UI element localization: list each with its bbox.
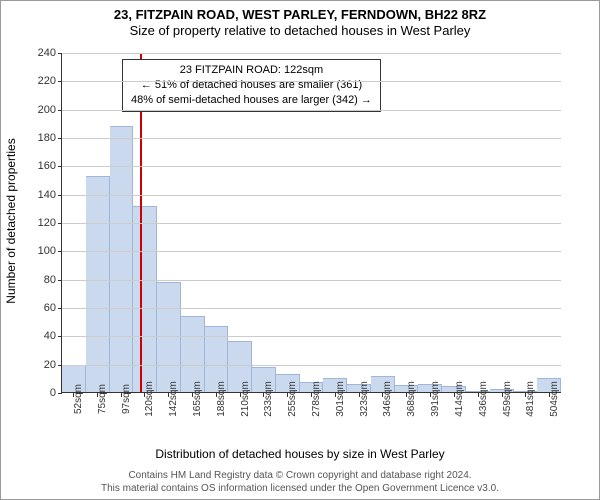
y-tick-label: 160 <box>38 160 56 172</box>
x-tick-label: 97sqm <box>121 384 132 414</box>
page-title: 23, FITZPAIN ROAD, WEST PARLEY, FERNDOWN… <box>1 7 599 23</box>
y-tick <box>58 81 62 82</box>
x-tick-label: 414sqm <box>454 381 465 417</box>
y-axis-title: Number of detached properties <box>4 138 18 303</box>
x-tick-label: 323sqm <box>359 381 370 417</box>
annotation-line-1: 23 FITZPAIN ROAD: 122sqm <box>131 63 372 78</box>
annotation-box: 23 FITZPAIN ROAD: 122sqm ← 51% of detach… <box>122 59 381 112</box>
annotation-line-3: 48% of semi-detached houses are larger (… <box>131 93 372 108</box>
y-tick <box>58 393 62 394</box>
annotation-line-2: ← 51% of detached houses are smaller (36… <box>131 78 372 93</box>
y-tick <box>58 53 62 54</box>
gridline <box>62 280 561 281</box>
gridline <box>62 195 561 196</box>
x-tick-label: 278sqm <box>311 381 322 417</box>
y-tick <box>58 251 62 252</box>
gridline <box>62 110 561 111</box>
y-tick <box>58 280 62 281</box>
title-block: 23, FITZPAIN ROAD, WEST PARLEY, FERNDOWN… <box>1 1 599 40</box>
y-tick-label: 40 <box>44 330 56 342</box>
x-tick-label: 368sqm <box>406 381 417 417</box>
x-tick-label: 436sqm <box>478 381 489 417</box>
x-tick-label: 391sqm <box>430 381 441 417</box>
x-tick-label: 301sqm <box>335 381 346 417</box>
x-tick-label: 504sqm <box>549 381 560 417</box>
y-tick <box>58 110 62 111</box>
x-tick-label: 75sqm <box>97 384 108 414</box>
x-tick-label: 481sqm <box>525 381 536 417</box>
x-tick-label: 52sqm <box>73 384 84 414</box>
footer-line-2: This material contains OS information li… <box>1 483 599 496</box>
y-tick <box>58 195 62 196</box>
gridline <box>62 81 561 82</box>
gridline <box>62 138 561 139</box>
y-tick-label: 220 <box>38 75 56 87</box>
y-tick-label: 200 <box>38 104 56 116</box>
y-tick <box>58 365 62 366</box>
gridline <box>62 251 561 252</box>
y-tick-label: 180 <box>38 132 56 144</box>
x-tick-label: 188sqm <box>216 381 227 417</box>
plot-area: 23 FITZPAIN ROAD: 122sqm ← 51% of detach… <box>61 53 561 393</box>
gridline <box>62 223 561 224</box>
footer-line-1: Contains HM Land Registry data © Crown c… <box>1 470 599 483</box>
y-tick <box>58 166 62 167</box>
x-tick-label: 142sqm <box>168 381 179 417</box>
gridline <box>62 365 561 366</box>
y-tick-label: 140 <box>38 189 56 201</box>
x-tick-label: 233sqm <box>263 381 274 417</box>
gridline <box>62 166 561 167</box>
x-tick-label: 459sqm <box>502 381 513 417</box>
x-tick-label: 120sqm <box>144 381 155 417</box>
y-tick-label: 120 <box>38 217 56 229</box>
x-axis-title: Distribution of detached houses by size … <box>1 447 599 461</box>
gridline <box>62 336 561 337</box>
y-tick-label: 80 <box>44 274 56 286</box>
y-tick <box>58 336 62 337</box>
gridline <box>62 308 561 309</box>
gridline <box>62 53 561 54</box>
x-tick-label: 346sqm <box>382 381 393 417</box>
footer: Contains HM Land Registry data © Crown c… <box>1 470 599 495</box>
y-tick-label: 100 <box>38 245 56 257</box>
y-tick-label: 60 <box>44 302 56 314</box>
y-tick-label: 0 <box>50 387 56 399</box>
histogram-bar <box>86 176 110 392</box>
x-tick-label: 255sqm <box>287 381 298 417</box>
page-subtitle: Size of property relative to detached ho… <box>1 23 599 39</box>
x-tick-label: 210sqm <box>240 381 251 417</box>
y-tick <box>58 308 62 309</box>
chart-area: 23 FITZPAIN ROAD: 122sqm ← 51% of detach… <box>61 53 561 393</box>
y-tick-label: 20 <box>44 359 56 371</box>
y-tick <box>58 223 62 224</box>
chart-container: 23, FITZPAIN ROAD, WEST PARLEY, FERNDOWN… <box>0 0 600 500</box>
y-tick-label: 240 <box>38 47 56 59</box>
y-tick <box>58 138 62 139</box>
x-tick-label: 165sqm <box>192 381 203 417</box>
